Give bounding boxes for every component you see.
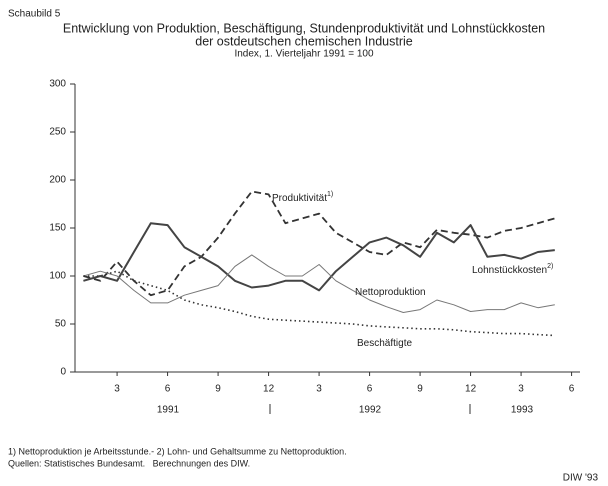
footnote: Quellen: Statistisches Bundesamt. Berech… xyxy=(8,458,250,468)
series-line xyxy=(83,222,555,292)
source: DIW '93 xyxy=(563,473,599,484)
series-label: Nettoproduktion xyxy=(355,287,426,298)
series-line xyxy=(83,254,555,313)
y-tick-label: 0 xyxy=(60,367,66,378)
x-tick-label: 6 xyxy=(569,384,575,395)
note-marker: 2) xyxy=(547,263,553,270)
y-tick-label: 150 xyxy=(49,223,66,234)
series-line xyxy=(83,190,556,297)
series-label: Beschäftigte xyxy=(357,338,412,349)
y-tick-label: 200 xyxy=(49,175,66,186)
y-tick-label: 300 xyxy=(49,79,66,90)
x-tick-label: 6 xyxy=(165,384,171,395)
chart-title-line2: der ostdeutschen chemischen Industrie xyxy=(195,34,413,48)
x-tick-label: 3 xyxy=(518,384,524,395)
y-tick-label: 50 xyxy=(55,319,67,330)
x-tick-label: 6 xyxy=(367,384,373,395)
y-tick-label: 250 xyxy=(49,127,66,138)
y-tick-label: 100 xyxy=(49,271,66,282)
x-tick-label: 3 xyxy=(114,384,120,395)
x-tick-label: 12 xyxy=(465,384,477,395)
series-label: Lohnstückkosten2) xyxy=(472,263,553,276)
figure-label: Schaubild 5 xyxy=(8,9,61,20)
x-tick-label: 12 xyxy=(263,384,275,395)
x-tick-label: 9 xyxy=(417,384,423,395)
series-name: Beschäftigte xyxy=(357,338,412,349)
x-tick-label: 3 xyxy=(316,384,322,395)
footnote: 1) Nettoproduktion je Arbeitsstunde.- 2)… xyxy=(8,446,347,456)
note-marker: 1) xyxy=(327,191,333,198)
series-name: Nettoproduktion xyxy=(355,287,426,298)
year-label: 1992 xyxy=(359,405,382,416)
chart-title: Entwicklung von Produktion, Beschäftigun… xyxy=(63,21,545,35)
series-label: Produktivität1) xyxy=(272,191,333,204)
series-name: Lohnstückkosten xyxy=(472,265,547,276)
x-tick-label: 9 xyxy=(215,384,221,395)
chart-subtitle: Index, 1. Vierteljahr 1991 = 100 xyxy=(234,49,374,60)
series-name: Produktivität xyxy=(272,193,327,204)
year-label: 1991 xyxy=(157,405,180,416)
year-label: 1993 xyxy=(511,405,534,416)
